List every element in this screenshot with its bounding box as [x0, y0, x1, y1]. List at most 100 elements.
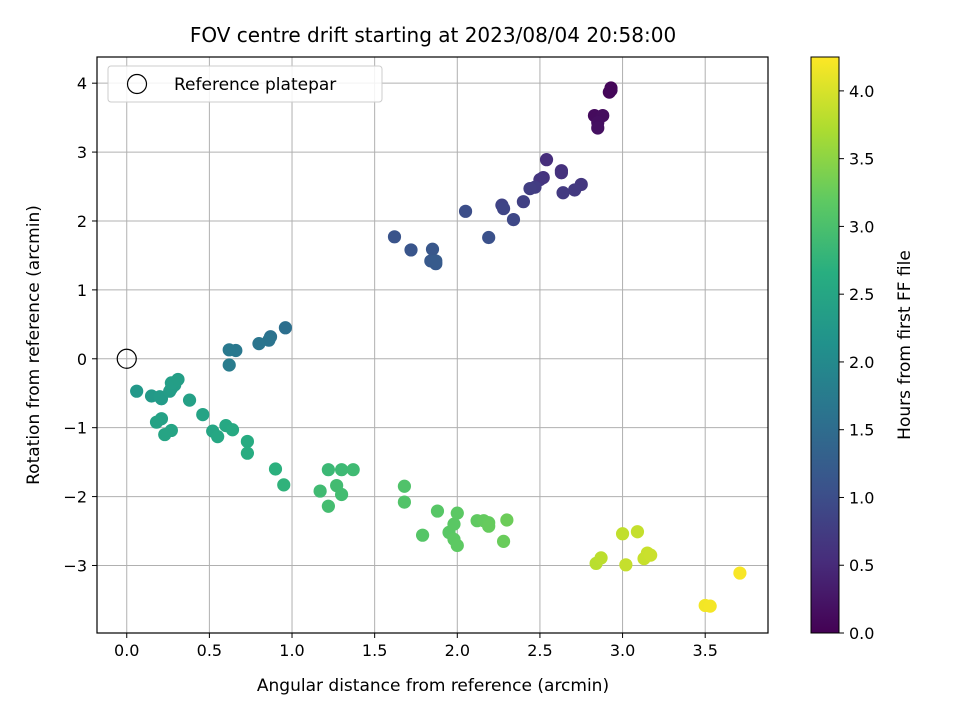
data-point	[458, 204, 473, 218]
y-tick-label: 0	[77, 350, 87, 369]
data-point	[222, 343, 236, 357]
data-point	[482, 519, 496, 533]
data-point	[240, 446, 254, 460]
data-point	[211, 430, 225, 444]
y-tick-label: −1	[63, 419, 87, 438]
data-point	[556, 186, 570, 200]
data-point	[506, 213, 521, 227]
data-point	[278, 321, 293, 335]
colorbar-tick-label: 2.5	[849, 285, 874, 304]
data-point	[523, 181, 537, 196]
x-tick-label: 0.5	[197, 641, 222, 660]
legend: Reference platepar	[107, 65, 383, 103]
data-point	[149, 415, 164, 429]
data-point	[450, 506, 464, 520]
y-tick-label: 2	[77, 212, 87, 231]
data-points	[130, 81, 747, 613]
data-point	[482, 230, 496, 245]
data-point	[429, 254, 443, 268]
data-point	[240, 434, 254, 449]
colorbar-tick-label: 1.0	[849, 488, 874, 507]
data-point	[277, 478, 291, 492]
data-point	[268, 462, 283, 476]
data-point	[415, 528, 430, 542]
x-tick-label: 3.0	[610, 641, 635, 660]
y-tick-label: 4	[77, 74, 87, 93]
legend-entry-reference: Reference platepar	[174, 75, 336, 95]
x-axis-ticks: 0.0 0.5 1.0 1.5 2.0 2.5 3.0 3.5	[114, 633, 718, 660]
data-point	[158, 427, 172, 442]
colorbar-tick-label: 2.0	[849, 353, 874, 372]
data-point	[222, 358, 236, 372]
data-point	[733, 566, 747, 580]
y-axis-label: Rotation from reference (arcmin)	[24, 205, 44, 485]
x-tick-label: 1.0	[279, 641, 304, 660]
colorbar-ticks: 0.0 0.5 1.0 1.5 2.0 2.5 3.0 3.5 4.0	[839, 82, 874, 643]
data-point	[615, 527, 630, 541]
data-point	[130, 384, 144, 398]
colorbar-tick-label: 0.5	[849, 556, 874, 575]
data-point	[387, 230, 402, 244]
y-tick-label: 1	[77, 281, 87, 300]
data-point	[321, 499, 335, 513]
colorbar-label: Hours from first FF file	[895, 250, 915, 440]
data-point	[591, 121, 605, 135]
y-tick-label: −2	[63, 488, 87, 507]
data-point	[644, 548, 658, 562]
data-point	[252, 337, 266, 351]
data-point	[516, 195, 530, 209]
data-point	[568, 183, 582, 197]
x-tick-label: 0.0	[114, 641, 139, 660]
data-point	[397, 479, 412, 493]
data-point	[171, 372, 185, 387]
data-point	[425, 242, 440, 256]
data-point	[450, 538, 464, 553]
data-point	[196, 407, 210, 422]
data-point	[346, 463, 360, 477]
x-tick-label: 1.5	[362, 641, 387, 660]
data-point	[404, 243, 418, 257]
x-tick-label: 3.5	[692, 641, 717, 660]
colorbar-tick-label: 3.5	[849, 150, 874, 169]
colorbar-tick-label: 1.5	[849, 421, 874, 440]
x-tick-label: 2.0	[445, 641, 470, 660]
y-tick-label: 3	[77, 143, 87, 162]
data-point	[594, 551, 608, 565]
colorbar-tick-label: 3.0	[849, 217, 874, 236]
plot-frame	[96, 56, 769, 634]
data-point	[496, 201, 511, 216]
y-axis-ticks: −3 −2 −1 0 1 2 3 4	[63, 74, 97, 575]
data-point	[397, 495, 412, 509]
data-point	[335, 463, 349, 477]
x-axis-label: Angular distance from reference (arcmin)	[257, 676, 609, 696]
data-point	[262, 333, 276, 347]
reference-platepar-marker	[116, 348, 137, 369]
legend-box	[107, 65, 383, 103]
colorbar	[810, 56, 840, 634]
chart-title: FOV centre drift starting at 2023/08/04 …	[190, 23, 676, 47]
data-point	[539, 153, 554, 167]
data-point	[430, 504, 445, 518]
data-point	[630, 525, 645, 539]
data-point	[321, 463, 335, 477]
legend-reference-marker	[126, 73, 148, 95]
data-point	[500, 513, 514, 527]
data-point	[619, 558, 633, 572]
reference-marker-layer	[116, 348, 137, 369]
grid-lines	[97, 57, 768, 633]
data-point	[496, 534, 511, 548]
colorbar-tick-label: 0.0	[849, 624, 874, 643]
data-point	[703, 599, 717, 613]
data-point	[335, 487, 349, 502]
data-point	[313, 484, 327, 498]
data-point	[182, 393, 197, 407]
y-tick-label: −3	[63, 556, 87, 575]
data-point	[554, 166, 569, 180]
data-point	[447, 517, 461, 531]
data-point	[604, 83, 618, 97]
data-point	[153, 390, 167, 404]
data-point	[225, 423, 240, 437]
colorbar-tick-label: 4.0	[849, 82, 874, 101]
x-tick-label: 2.5	[527, 641, 552, 660]
